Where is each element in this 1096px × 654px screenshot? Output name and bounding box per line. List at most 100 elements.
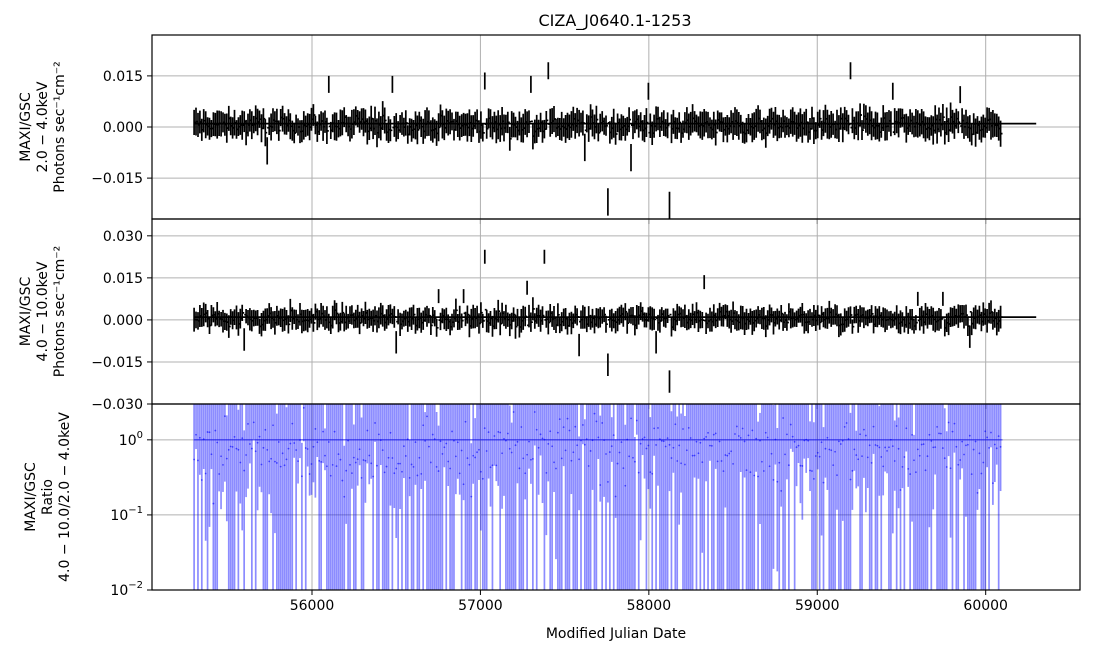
- ratio-point: [372, 475, 375, 478]
- ratio-point: [429, 461, 432, 464]
- ratio-point: [272, 424, 274, 427]
- ratio-point: [237, 448, 240, 451]
- ratio-point: [252, 421, 255, 424]
- ratio-point: [243, 469, 246, 472]
- ratio-point: [377, 433, 380, 436]
- ratio-point: [412, 465, 415, 468]
- ratio-point: [595, 420, 598, 423]
- ratio-point: [526, 453, 528, 456]
- ratio-point: [655, 444, 657, 446]
- ratio-point: [351, 472, 353, 475]
- ratio-point: [903, 456, 906, 458]
- ratio-point: [657, 427, 659, 429]
- ratio-point: [905, 427, 908, 430]
- ratio-point: [957, 463, 960, 466]
- ratio-point: [514, 444, 517, 447]
- ratio-point: [682, 428, 684, 430]
- ratio-point: [828, 448, 831, 451]
- ratio-point: [275, 462, 278, 464]
- ratio-point: [709, 444, 711, 447]
- ratio-point: [851, 469, 854, 472]
- ratio-point: [926, 455, 929, 458]
- y-tick-label: 0.030: [103, 229, 143, 245]
- ratio-point: [861, 455, 863, 458]
- ratio-point: [886, 449, 888, 452]
- ratio-point: [751, 429, 754, 432]
- ratio-point: [314, 428, 317, 430]
- ratio-point: [528, 440, 530, 443]
- ratio-point: [574, 425, 577, 428]
- ratio-point: [812, 477, 815, 480]
- ratio-point: [959, 459, 962, 461]
- ratio-point: [899, 489, 902, 491]
- ratio-point: [678, 444, 681, 447]
- ratio-point: [553, 461, 555, 464]
- ratio-point: [768, 465, 771, 468]
- ratio-point: [291, 422, 294, 425]
- y-tick-label: −0.030: [91, 397, 143, 413]
- series-ratio: [193, 404, 1003, 590]
- ratio-point: [970, 473, 973, 476]
- ratio-point: [364, 459, 367, 462]
- ratio-point: [649, 471, 652, 474]
- ratio-point: [474, 456, 477, 459]
- ratio-point: [930, 440, 933, 442]
- ratio-point: [834, 450, 836, 453]
- ratio-point: [418, 456, 421, 459]
- ratio-point: [495, 464, 498, 467]
- ratio-point: [870, 461, 873, 464]
- x-tick-label: 59000: [795, 598, 840, 614]
- ratio-point: [399, 462, 401, 465]
- ratio-point: [720, 460, 723, 462]
- y-tick-label: −0.015: [91, 355, 143, 371]
- ratio-point: [270, 457, 272, 460]
- ratio-point: [664, 445, 667, 448]
- ratio-point: [241, 437, 244, 440]
- ratio-point: [732, 463, 734, 465]
- ratio-point: [320, 461, 323, 463]
- ratio-point: [408, 476, 411, 479]
- ratio-point: [341, 479, 344, 482]
- ratio-point: [836, 474, 838, 477]
- ratio-point: [693, 454, 696, 457]
- ratio-point: [197, 459, 199, 462]
- ratio-point: [755, 437, 758, 440]
- chart-title: CIZA_J0640.1-1253: [539, 11, 692, 31]
- ratio-point: [239, 461, 242, 464]
- ratio-point: [395, 467, 398, 470]
- ratio-point: [911, 433, 913, 436]
- ratio-point: [349, 463, 351, 466]
- ratio-point: [770, 452, 773, 455]
- ratio-point: [258, 435, 261, 438]
- ratio-point: [988, 447, 990, 449]
- ratio-point: [335, 465, 338, 468]
- ratio-point: [730, 450, 733, 453]
- ratio-point: [522, 457, 525, 460]
- ratio-point: [907, 468, 910, 470]
- ratio-point: [739, 436, 742, 439]
- ratio-point: [918, 454, 921, 457]
- x-tick-label: 56000: [290, 598, 335, 614]
- ratio-point: [333, 430, 336, 433]
- ratio-point: [963, 453, 965, 456]
- ratio-point: [878, 446, 881, 449]
- ratio-point: [934, 446, 937, 449]
- ratio-point: [778, 461, 781, 464]
- ratio-point: [687, 426, 690, 429]
- ratio-point: [231, 445, 234, 448]
- ratio-point: [268, 460, 271, 463]
- ratio-point: [787, 464, 790, 467]
- ratio-point: [541, 437, 544, 440]
- ratio-point: [814, 455, 817, 457]
- ratio-point: [897, 447, 900, 450]
- ratio-point: [403, 445, 405, 448]
- ratio-point: [949, 467, 952, 470]
- ratio-point: [506, 432, 509, 435]
- ratio-point: [216, 441, 219, 444]
- ratio-point: [893, 460, 896, 462]
- ratio-point: [984, 430, 987, 433]
- ratio-point: [913, 459, 915, 462]
- ratio-point: [564, 449, 567, 452]
- ratio-point: [647, 444, 650, 447]
- ratio-point: [986, 436, 989, 439]
